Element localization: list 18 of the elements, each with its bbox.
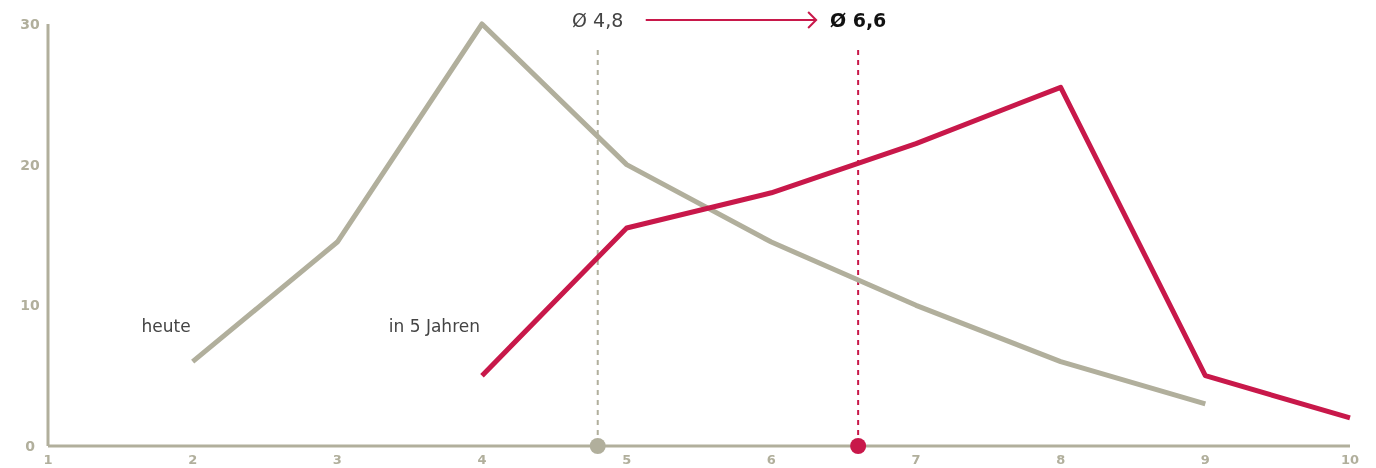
- series-label: in 5 Jahren: [388, 316, 480, 337]
- x-tick-label: 2: [188, 452, 198, 467]
- y-tick-label: 0: [25, 437, 36, 454]
- x-tick-label: 4: [477, 452, 487, 467]
- x-tick-label: 7: [911, 452, 921, 467]
- ref-line-label: Ø 6,6: [829, 8, 887, 31]
- y-tick-label: 30: [20, 15, 40, 32]
- x-tick-label: 8: [1056, 452, 1066, 467]
- x-tick-label: 5: [622, 452, 632, 467]
- y-tick-label: 20: [20, 156, 40, 173]
- x-tick-label: 10: [1340, 452, 1360, 467]
- x-tick-label: 9: [1200, 452, 1210, 467]
- x-tick-label: 6: [766, 452, 776, 467]
- x-tick-label: 3: [332, 452, 342, 467]
- ref-line-label: Ø 4,8: [572, 8, 624, 31]
- series-label: heute: [141, 316, 191, 337]
- y-tick-label: 10: [20, 297, 40, 314]
- x-tick-label: 1: [43, 452, 53, 467]
